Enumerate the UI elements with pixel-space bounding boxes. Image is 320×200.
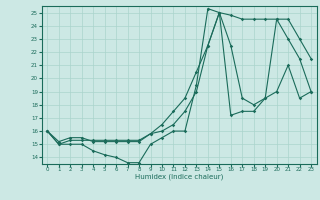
X-axis label: Humidex (Indice chaleur): Humidex (Indice chaleur) [135,174,223,180]
